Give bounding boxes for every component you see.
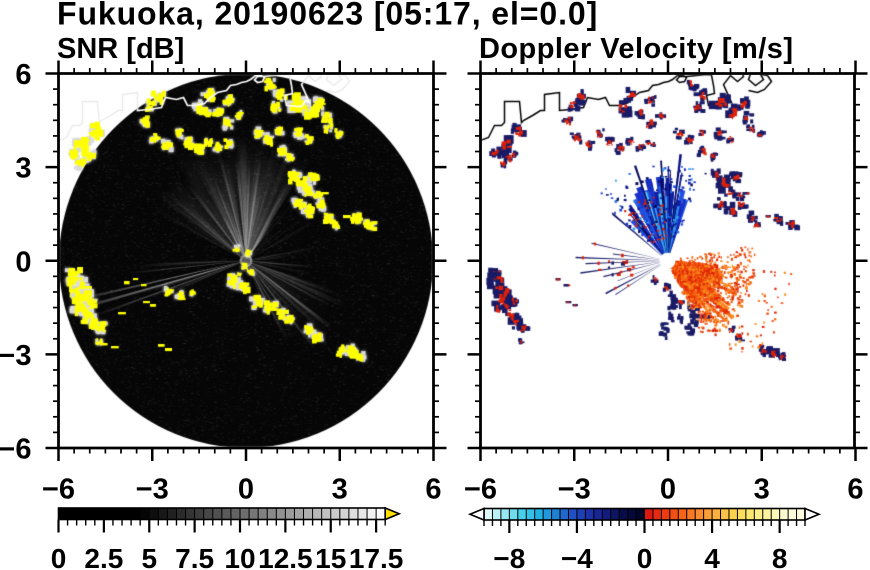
svg-text:17.5: 17.5 xyxy=(349,543,404,570)
svg-text:0: 0 xyxy=(15,246,31,278)
svg-text:3: 3 xyxy=(754,474,770,506)
svg-text:−3: −3 xyxy=(136,474,169,506)
svg-text:SNR [dB]: SNR [dB] xyxy=(57,33,184,65)
svg-text:6: 6 xyxy=(847,474,863,506)
svg-text:5: 5 xyxy=(141,543,157,570)
svg-text:3: 3 xyxy=(15,153,31,185)
svg-text:2.5: 2.5 xyxy=(84,543,123,570)
svg-text:−6: −6 xyxy=(0,434,32,466)
svg-text:4: 4 xyxy=(704,543,720,570)
svg-text:−4: −4 xyxy=(561,543,593,570)
svg-text:8: 8 xyxy=(772,543,788,570)
svg-text:−6: −6 xyxy=(464,474,497,506)
svg-text:3: 3 xyxy=(332,474,348,506)
svg-text:−3: −3 xyxy=(558,474,591,506)
svg-text:−8: −8 xyxy=(493,543,525,570)
svg-text:0: 0 xyxy=(238,474,254,506)
svg-text:15: 15 xyxy=(315,543,346,570)
svg-text:10: 10 xyxy=(224,543,255,570)
svg-text:0: 0 xyxy=(660,474,676,506)
svg-text:−6: −6 xyxy=(42,474,75,506)
svg-text:6: 6 xyxy=(425,474,441,506)
svg-text:Doppler Velocity [m/s]: Doppler Velocity [m/s] xyxy=(479,33,793,65)
svg-text:0: 0 xyxy=(637,543,653,570)
svg-text:0: 0 xyxy=(51,543,67,570)
svg-text:7.5: 7.5 xyxy=(175,543,214,570)
svg-text:−3: −3 xyxy=(0,340,32,372)
svg-text:Fukuoka, 20190623 [05:17, el=0: Fukuoka, 20190623 [05:17, el=0.0] xyxy=(57,0,598,32)
svg-text:6: 6 xyxy=(15,59,31,91)
svg-text:12.5: 12.5 xyxy=(258,543,313,570)
